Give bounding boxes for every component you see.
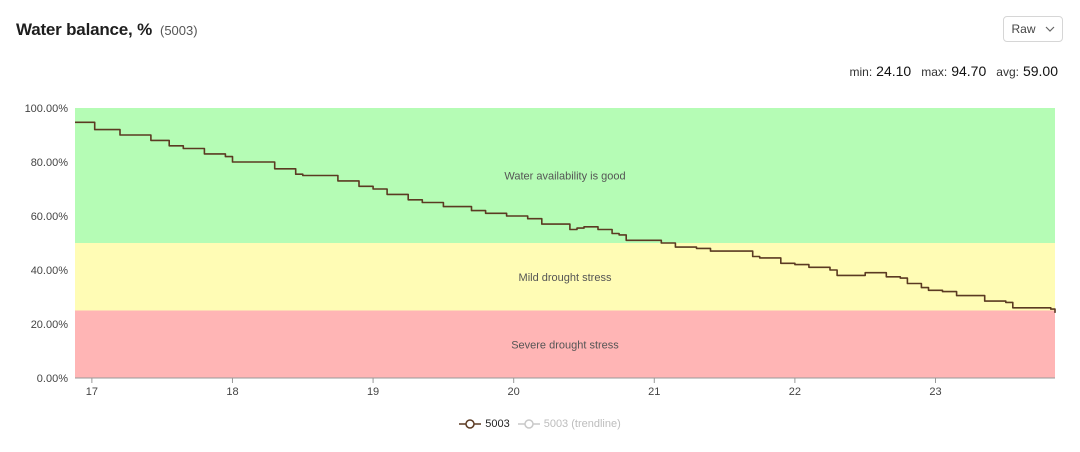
series-line-5003[interactable] (75, 121, 1056, 313)
legend-item-series[interactable]: 5003 (459, 418, 510, 430)
zone-band-2 (75, 310, 1055, 378)
stat-min: min: 24.10 (849, 63, 911, 79)
chart-header: Water balance, % (5003) (16, 20, 198, 40)
x-tick-label: 18 (226, 386, 238, 398)
zone-label-1: Mild drought stress (519, 272, 612, 284)
x-tick-label: 23 (929, 386, 941, 398)
zone-label-2: Severe drought stress (511, 339, 619, 351)
mode-select-label: Raw (1011, 22, 1036, 36)
y-tick-label: 40.00% (31, 265, 69, 277)
stat-max-label: max: (921, 65, 948, 79)
stat-avg-value: 59.00 (1022, 63, 1058, 79)
stats-summary: min: 24.10 max: 94.70 avg: 59.00 (849, 63, 1058, 79)
stat-min-value: 24.10 (876, 63, 912, 79)
stat-max-value: 94.70 (951, 63, 987, 79)
y-tick-label: 20.00% (31, 319, 69, 331)
legend: 5003 5003 (trendline) (0, 418, 1080, 430)
mode-select[interactable]: Raw (1003, 16, 1063, 42)
sensor-id: (5003) (160, 23, 198, 38)
chart-title: Water balance, % (16, 20, 152, 39)
x-tick-label: 22 (789, 386, 801, 398)
x-tick-label: 19 (367, 386, 379, 398)
x-tick-label: 20 (508, 386, 520, 398)
y-tick-label: 60.00% (31, 211, 69, 223)
stat-min-label: min: (849, 65, 873, 79)
legend-trendline-label: 5003 (trendline) (543, 418, 621, 430)
legend-series-label: 5003 (485, 418, 510, 430)
x-tick-label: 17 (86, 386, 98, 398)
stat-avg: avg: 59.00 (996, 63, 1058, 79)
stat-avg-label: avg: (996, 65, 1019, 79)
y-tick-label: 100.00% (25, 103, 69, 115)
y-tick-label: 0.00% (37, 373, 68, 385)
x-tick-label: 21 (648, 386, 660, 398)
legend-series-marker-icon (459, 419, 482, 429)
stat-max: max: 94.70 (921, 63, 986, 79)
legend-trendline-marker-icon (517, 419, 540, 429)
chevron-down-icon (1045, 26, 1054, 32)
zone-label-0: Water availability is good (504, 171, 625, 183)
y-tick-label: 80.00% (31, 157, 69, 169)
zone-band-0 (75, 108, 1055, 243)
legend-item-trendline[interactable]: 5003 (trendline) (517, 418, 621, 430)
